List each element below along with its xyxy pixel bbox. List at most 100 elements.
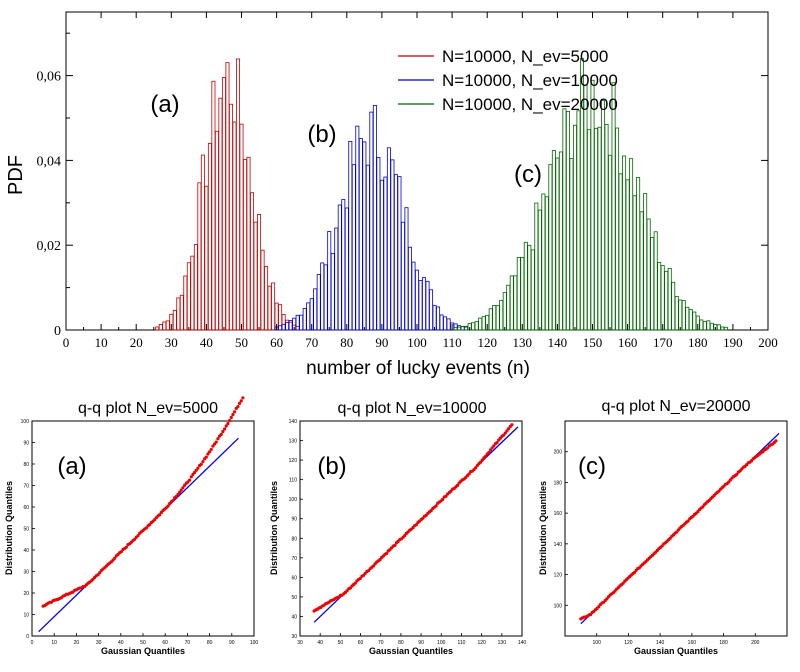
histogram-bar	[271, 282, 276, 331]
qq-x-tick-label: 180	[719, 640, 728, 646]
histogram-bar	[172, 309, 177, 331]
qq-point	[774, 439, 778, 443]
qq-c-x-axis-label: Gaussian Quantiles	[634, 646, 718, 656]
histogram-bar	[678, 299, 683, 331]
histogram-bar	[629, 158, 634, 331]
histogram-bar	[572, 124, 577, 331]
qq-panel-b: q-q plot N_ev=10000 (b) Gaussian Quantil…	[269, 400, 526, 656]
qq-point	[231, 413, 235, 417]
histogram-bar	[267, 285, 272, 331]
histogram-bar	[653, 231, 658, 331]
qq-y-tick-label: 180	[554, 480, 563, 486]
qq-point	[209, 447, 213, 452]
qq-point	[222, 427, 227, 431]
histogram-bar	[225, 62, 230, 331]
qq-point	[492, 444, 496, 448]
histogram-bar	[393, 174, 398, 331]
histogram-bar	[183, 275, 188, 331]
histogram-bar	[688, 309, 693, 331]
qq-x-tick-label: 200	[751, 640, 760, 646]
histogram-y-tick-label: 0,04	[37, 154, 62, 169]
qq-x-tick-label: 110	[457, 640, 465, 646]
qq-point	[237, 401, 242, 405]
qq-x-tick-label: 70	[185, 640, 191, 646]
histogram-bar	[594, 127, 598, 331]
qq-x-tick-label: 30	[297, 640, 303, 646]
histogram-frame	[65, 11, 769, 331]
histogram-bar	[597, 126, 602, 331]
histogram-bar	[471, 322, 476, 331]
qq-point	[495, 440, 499, 445]
qq-point	[201, 459, 205, 464]
histogram-bar	[207, 142, 212, 331]
qq-y-tick-label: 100	[21, 419, 30, 425]
histogram-bar	[288, 321, 293, 331]
qq-y-tick-label: 30	[23, 570, 29, 576]
histogram-bar	[415, 269, 419, 331]
histogram-bar	[509, 275, 514, 331]
histogram-bar	[204, 185, 209, 331]
histogram-x-tick-label: 170	[653, 335, 673, 350]
qq-point	[98, 571, 102, 575]
histogram-bar	[632, 195, 637, 331]
histogram-bar	[190, 255, 195, 331]
histogram-bar	[502, 292, 507, 331]
qq-point	[158, 513, 162, 517]
qq-point	[393, 543, 397, 547]
histogram-bar	[443, 316, 448, 331]
qq-point	[216, 437, 220, 441]
histogram-bar	[608, 154, 613, 331]
histogram-bar	[488, 308, 493, 331]
histogram-bar	[474, 321, 479, 331]
histogram-bar	[558, 151, 563, 331]
qq-point	[196, 466, 200, 470]
histogram-bar	[499, 299, 504, 331]
qq-x-tick-label: 120	[477, 640, 486, 646]
qq-y-tick-label: 140	[554, 542, 563, 548]
histogram-x-tick-label: 10	[95, 335, 108, 350]
qq-x-tick-label: 140	[656, 640, 665, 646]
qq-x-tick-label: 100	[593, 640, 602, 646]
histogram-bar	[260, 249, 265, 331]
qq-point	[119, 550, 123, 554]
qq-b-tag: (b)	[317, 453, 346, 480]
qq-y-tick-label: 130	[289, 439, 298, 445]
qq-point	[510, 423, 514, 427]
histogram-bar	[214, 130, 219, 331]
qq-y-tick-label: 30	[291, 634, 297, 640]
series-b-annotation: (b)	[307, 121, 336, 148]
histogram-x-tick-label: 160	[618, 335, 638, 350]
histogram-bar	[250, 192, 255, 331]
histogram-bar	[544, 196, 549, 331]
histogram-bar	[281, 323, 286, 331]
qq-c-tag: (c)	[578, 453, 606, 480]
histogram-bar	[516, 256, 521, 331]
qq-y-tick-label: 50	[23, 527, 29, 533]
qq-point	[232, 410, 237, 414]
histogram-x-tick-label: 80	[340, 335, 353, 350]
qq-x-tick-label: 100	[250, 640, 259, 646]
histogram-bar	[569, 158, 574, 331]
qq-x-tick-label: 130	[498, 640, 507, 646]
qq-point	[188, 478, 192, 482]
qq-y-tick-label: 100	[289, 497, 298, 503]
qq-y-tick-label: 70	[291, 556, 297, 562]
qq-y-tick-label: 80	[291, 536, 297, 542]
qq-point	[480, 458, 484, 462]
qq-point	[686, 519, 690, 523]
histogram-x-tick-label: 0	[63, 335, 70, 350]
qq-y-tick-label: 10	[23, 613, 29, 619]
qq-point	[239, 399, 243, 403]
histogram-bar	[667, 267, 672, 331]
qq-x-tick-label: 40	[118, 640, 124, 646]
qq-x-tick-label: 0	[31, 640, 34, 646]
histogram-bar	[344, 207, 349, 331]
histogram-bar	[243, 159, 247, 331]
histogram-x-tick-label: 50	[235, 335, 248, 350]
histogram-bar	[379, 179, 384, 331]
histogram-bar	[306, 302, 311, 331]
qq-y-tick-label: 100	[554, 603, 563, 609]
histogram-bar	[478, 317, 483, 331]
qq-x-tick-label: 90	[229, 640, 235, 646]
histogram-bar	[650, 237, 655, 331]
